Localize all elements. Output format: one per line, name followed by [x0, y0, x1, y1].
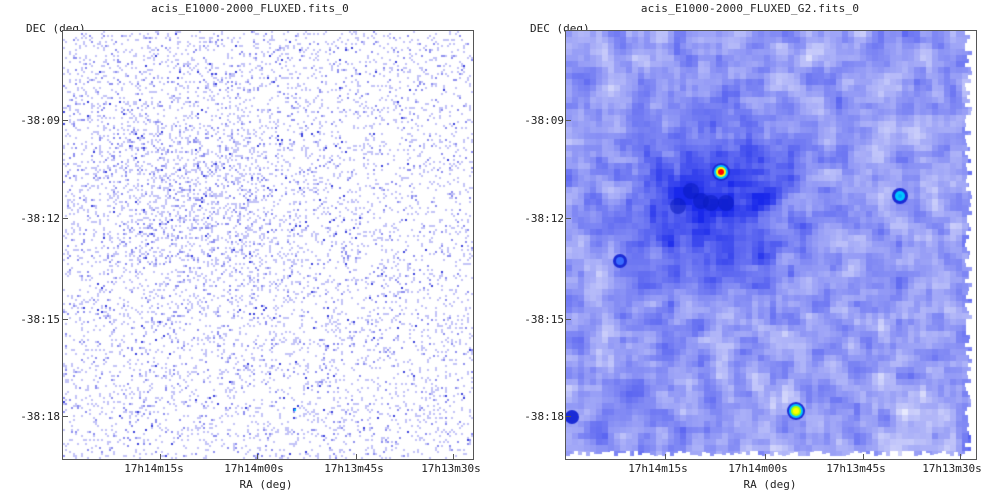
dec-tick-label: -38:18: [20, 410, 60, 423]
ra-axis-label: RA (deg): [743, 478, 797, 491]
x-tick: [356, 454, 357, 460]
y-tick: [62, 416, 68, 417]
ra-axis-label: RA (deg): [239, 478, 293, 491]
y-tick: [565, 218, 571, 219]
ra-tick-label: 17h14m00s: [224, 462, 284, 475]
ra-tick-label: 17h14m15s: [124, 462, 184, 475]
dec-tick-label: -38:18: [524, 410, 564, 423]
y-tick: [565, 416, 571, 417]
ra-tick-label: 17h14m15s: [628, 462, 688, 475]
ra-tick-label: 17h13m30s: [421, 462, 481, 475]
raw-image-panel: acis_E1000-2000_FLUXED.fits_0 DEC (deg) …: [20, 2, 481, 491]
panel-title: acis_E1000-2000_FLUXED.fits_0: [151, 2, 349, 15]
image-frame[interactable]: [565, 30, 977, 460]
x-tick: [160, 454, 161, 460]
y-tick: [62, 120, 68, 121]
y-tick: [62, 319, 68, 320]
dec-tick-label: -38:12: [20, 212, 60, 225]
x-tick: [665, 454, 666, 460]
y-tick: [62, 218, 68, 219]
x-tick: [257, 454, 258, 460]
smoothed-image-panel: acis_E1000-2000_FLUXED_G2.fits_0 DEC (de…: [500, 0, 1000, 499]
x-tick: [863, 454, 864, 460]
ra-tick-label: 17h14m00s: [728, 462, 788, 475]
ra-tick-label: 17h13m30s: [922, 462, 982, 475]
dec-tick-label: -38:15: [524, 313, 564, 326]
dec-tick-label: -38:09: [20, 114, 60, 127]
raw-counts-image[interactable]: [63, 31, 473, 459]
image-frame[interactable]: [62, 30, 474, 460]
dec-tick-label: -38:15: [20, 313, 60, 326]
dec-tick-label: -38:12: [524, 212, 564, 225]
smoothed-image[interactable]: [566, 31, 976, 459]
x-tick: [765, 454, 766, 460]
y-tick: [565, 120, 571, 121]
y-tick: [565, 319, 571, 320]
x-tick: [453, 454, 454, 460]
ra-tick-label: 17h13m45s: [826, 462, 886, 475]
dec-tick-label: -38:09: [524, 114, 564, 127]
x-tick: [960, 454, 961, 460]
panel-title: acis_E1000-2000_FLUXED_G2.fits_0: [640, 2, 860, 15]
ra-tick-label: 17h13m45s: [324, 462, 384, 475]
